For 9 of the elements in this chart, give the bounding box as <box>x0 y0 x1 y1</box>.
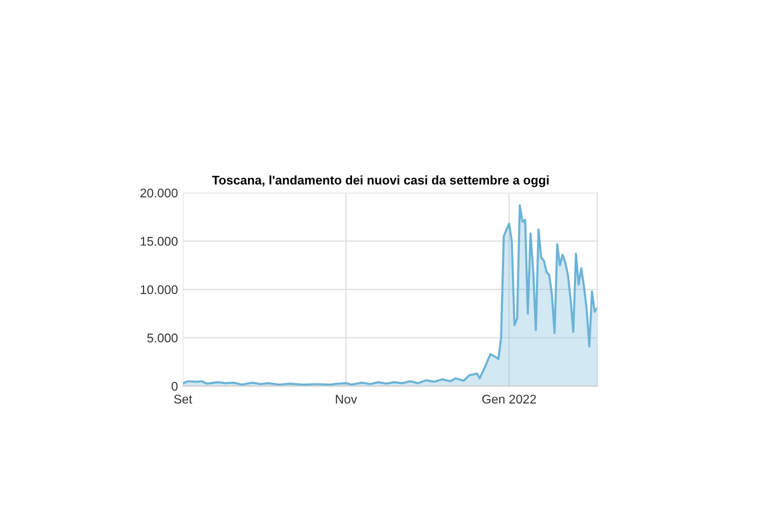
y-tick-label: 0 <box>172 382 178 391</box>
y-tick-label: 5.000 <box>147 334 178 342</box>
y-tick-label: 10.000 <box>140 285 178 294</box>
x-tick-label: Set <box>174 394 192 404</box>
y-tick-label: 20.000 <box>140 188 178 198</box>
y-tick-label: 15.000 <box>140 236 178 246</box>
x-tick-label: Gen 2022 <box>482 394 536 404</box>
x-tick-label: Nov <box>336 394 358 404</box>
chart-title: Toscana, l'andamento dei nuovi casi da settembre a oggi <box>212 175 549 188</box>
